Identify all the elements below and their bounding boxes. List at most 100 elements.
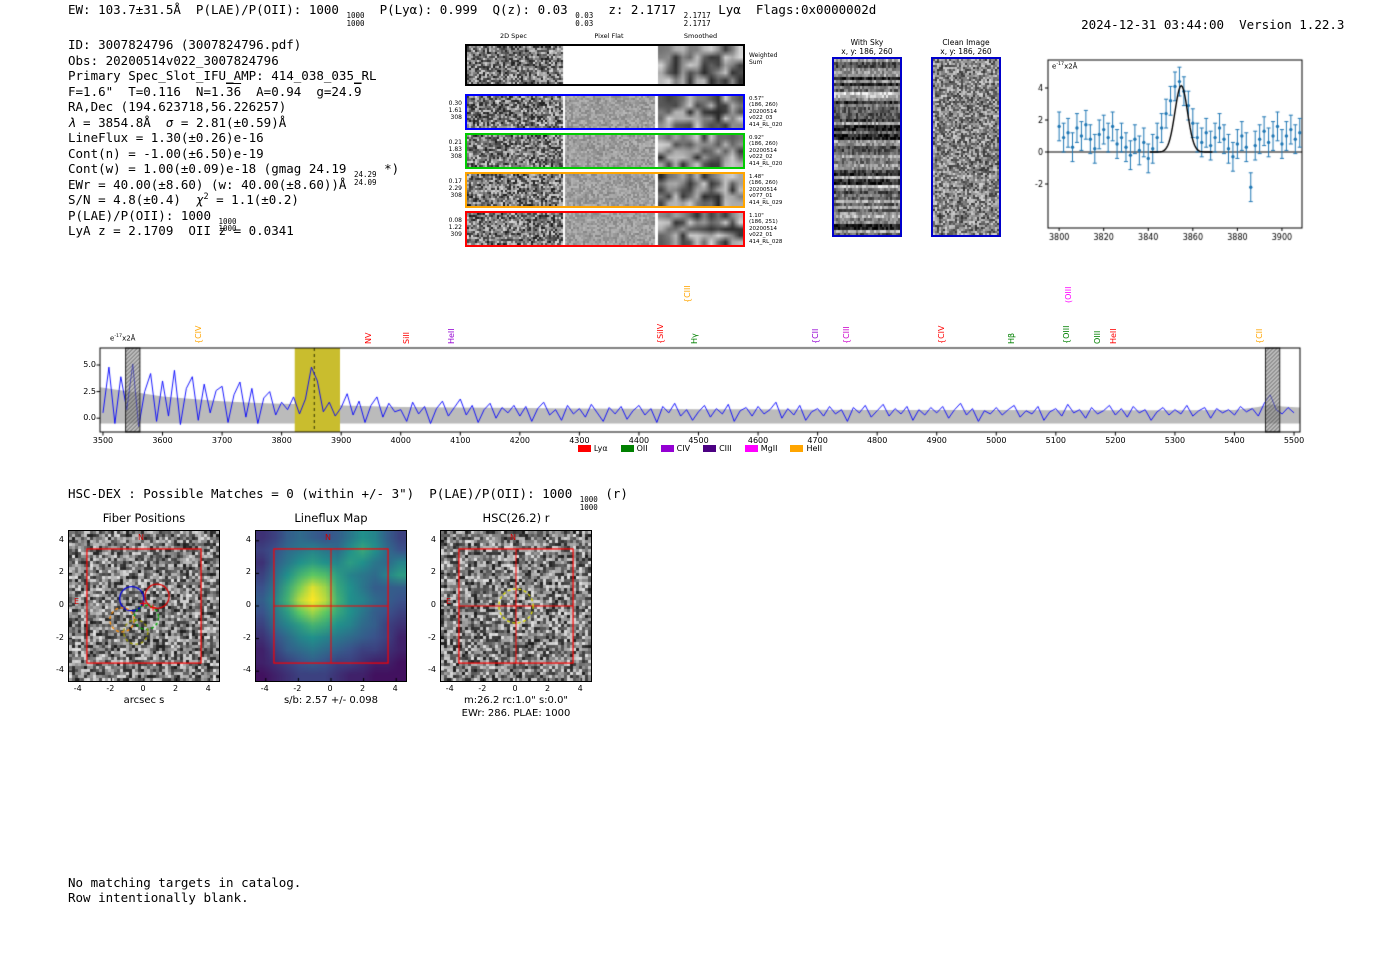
fiber-positions-image [69,531,219,681]
cutout-x-tick-label: -2 [293,684,302,693]
spec2d-title-pixelflat: Pixel Flat [594,32,624,40]
zoom-units-label: e-17x2Å [1052,62,1078,71]
cutout-y-tick-label: 4 [58,534,64,544]
cutout-x-tick-label: 4 [205,684,211,693]
main-spectrum-plot [92,344,1308,438]
x-axis-tick-label: 4800 [866,436,888,445]
info-seeing: F=1.6" T=0.116 N=1.36 A=0.94 g=24.9 [68,83,362,99]
x-axis-tick-label: 4300 [569,436,590,445]
fiber-xlabel: arcsec s [123,695,165,706]
emission-line-label: NV [364,332,374,344]
spec2d-row-left-label: 0.08 1.22 309 [448,217,462,239]
spec2d-row [465,211,745,247]
cutout-y-tick-label: -4 [243,665,251,675]
x-axis-tick-label: 4500 [688,436,709,445]
x-axis-tick-label: 5000 [986,436,1007,445]
emission-line-label: HeII [1108,328,1118,344]
emission-line-label: {CIII [683,285,693,303]
with-sky-image [834,59,900,235]
emission-line-label: {CIII [841,326,851,344]
legend-swatch [620,445,634,452]
spec2d-row [465,172,745,208]
lineflux-caption: s/b: 2.57 +/- 0.098 [283,695,379,706]
cutout-y-tick-label: 2 [430,567,436,577]
hsc-match-line: HSC-DEX : Possible Matches = 0 (within +… [68,486,628,512]
x-axis-tick-label: 4700 [807,436,828,445]
spec2d-row-image [467,96,743,128]
lineflux-map-image [256,531,406,681]
info-primary-spec: Primary Spec_Slot_IFU_AMP: 414_038_035_R… [68,68,377,83]
legend-item: Lyα [577,444,608,453]
cutout-x-tick-label: 2 [545,684,551,693]
emission-line-label: (OIII [1064,286,1074,304]
header-datetime: 2024-12-31 03:44:00 [1081,17,1225,32]
spec2d-row [465,44,745,86]
y-axis-tick-label: 2.5 [83,386,96,396]
info-lineflux: LineFlux = 1.30(±0.26)e-16 [68,130,264,145]
cutout-x-tick-label: -4 [445,684,454,693]
cutout-x-tick-label: -2 [106,684,115,693]
cutout-y-tick-label: -2 [56,632,64,642]
spec2d-row-left-label: 0.30 1.61 308 [448,100,462,122]
emission-line-label: Hγ [690,333,700,344]
header-summary: EW: 103.7±31.5Å P(LAE)/P(OII): 1000 1000… [68,2,877,28]
cutout-y-tick-label: 4 [245,534,251,544]
cutout-x-tick-label: 0 [140,684,146,693]
version-label: Version 1.22.3 [1239,17,1345,32]
spec2d-row-image [467,46,743,84]
info-cont-n: Cont(n) = -1.00(±6.50)e-19 [68,145,264,161]
spec2d-row-annotation: 0.57" (186, 260) 20200514 v022_03 414_RL… [749,96,783,128]
y-axis-tick-label: 0.0 [83,413,96,423]
compass-north: N [138,533,144,542]
spec2d-row-annotation: 0.92" (186, 260) 20200514 v022_02 414_RL… [749,135,783,167]
hsc-cutout-image [441,531,591,681]
legend-item: HeII [790,444,822,453]
spec2d-row-image [467,174,743,206]
spec2d-title-smoothed: Smoothed [683,32,718,40]
emission-line-label: {CII [1255,328,1264,344]
x-axis-tick-label: 4000 [390,436,411,445]
x-axis-tick-label: 5500 [1283,436,1305,445]
legend-item: CIV [660,444,691,453]
hsc-caption-2: EWr: 286. PLAE: 1000 [461,708,571,719]
legend-label: OII [636,444,648,453]
with-sky-panel [832,57,902,237]
cutout-x-tick-label: -2 [478,684,487,693]
legend-label: HeII [806,444,823,453]
legend-label: CIV [676,444,691,453]
clean-image-title: Clean Image [942,38,990,47]
hsc-caption-1: m:26.2 rc:1.0" s:0.0" [463,695,569,706]
cutout-x-tick-label: 2 [173,684,179,693]
x-axis-tick-label: 3800 [271,436,292,445]
emission-line-label: {OIII [1062,325,1072,344]
spec2d-row-image [467,135,743,167]
emission-line-label: HeII [446,328,456,344]
legend-swatch [744,445,758,452]
lineflux-map-title: Lineflux Map [294,511,368,525]
info-ewr: EWr = 40.00(±8.60) (w: 40.00(±8.60))Å [68,176,347,192]
info-radec: RA,Dec (194.623718,56.226257) [68,99,287,114]
cutout-y-tick-label: -2 [243,632,251,642]
spec2d-row [465,94,745,130]
info-obs: Obs: 20200514v022_3007824796 [68,52,279,68]
cutout-y-tick-label: 2 [245,567,251,577]
with-sky-coords: x, y: 186, 260 [841,47,893,56]
x-axis-tick-label: 4600 [747,436,769,445]
emission-line-label: OIII [1093,330,1103,344]
spec2d-title-2dspec: 2D Spec [499,32,528,40]
cutout-y-tick-label: 2 [58,567,64,577]
cutout-x-tick-label: 0 [327,684,333,693]
x-axis-tick-label: 4200 [509,436,531,445]
emission-line-label: {CII [810,328,820,344]
cutout-y-tick-label: -4 [56,665,64,675]
clean-image-coords: x, y: 186, 260 [940,47,992,56]
x-axis-tick-label: 3700 [211,436,233,445]
x-axis-tick-label: 4100 [450,436,471,445]
hsc-cutout-panel [440,530,592,682]
spec2d-row-annotation: Weighted Sum [749,52,778,67]
legend-item: OII [620,444,648,453]
cutout-x-tick-label: 4 [392,684,398,693]
compass-north: N [325,533,331,542]
legend-label: MgII [760,444,778,453]
compass-east: E [74,597,80,606]
